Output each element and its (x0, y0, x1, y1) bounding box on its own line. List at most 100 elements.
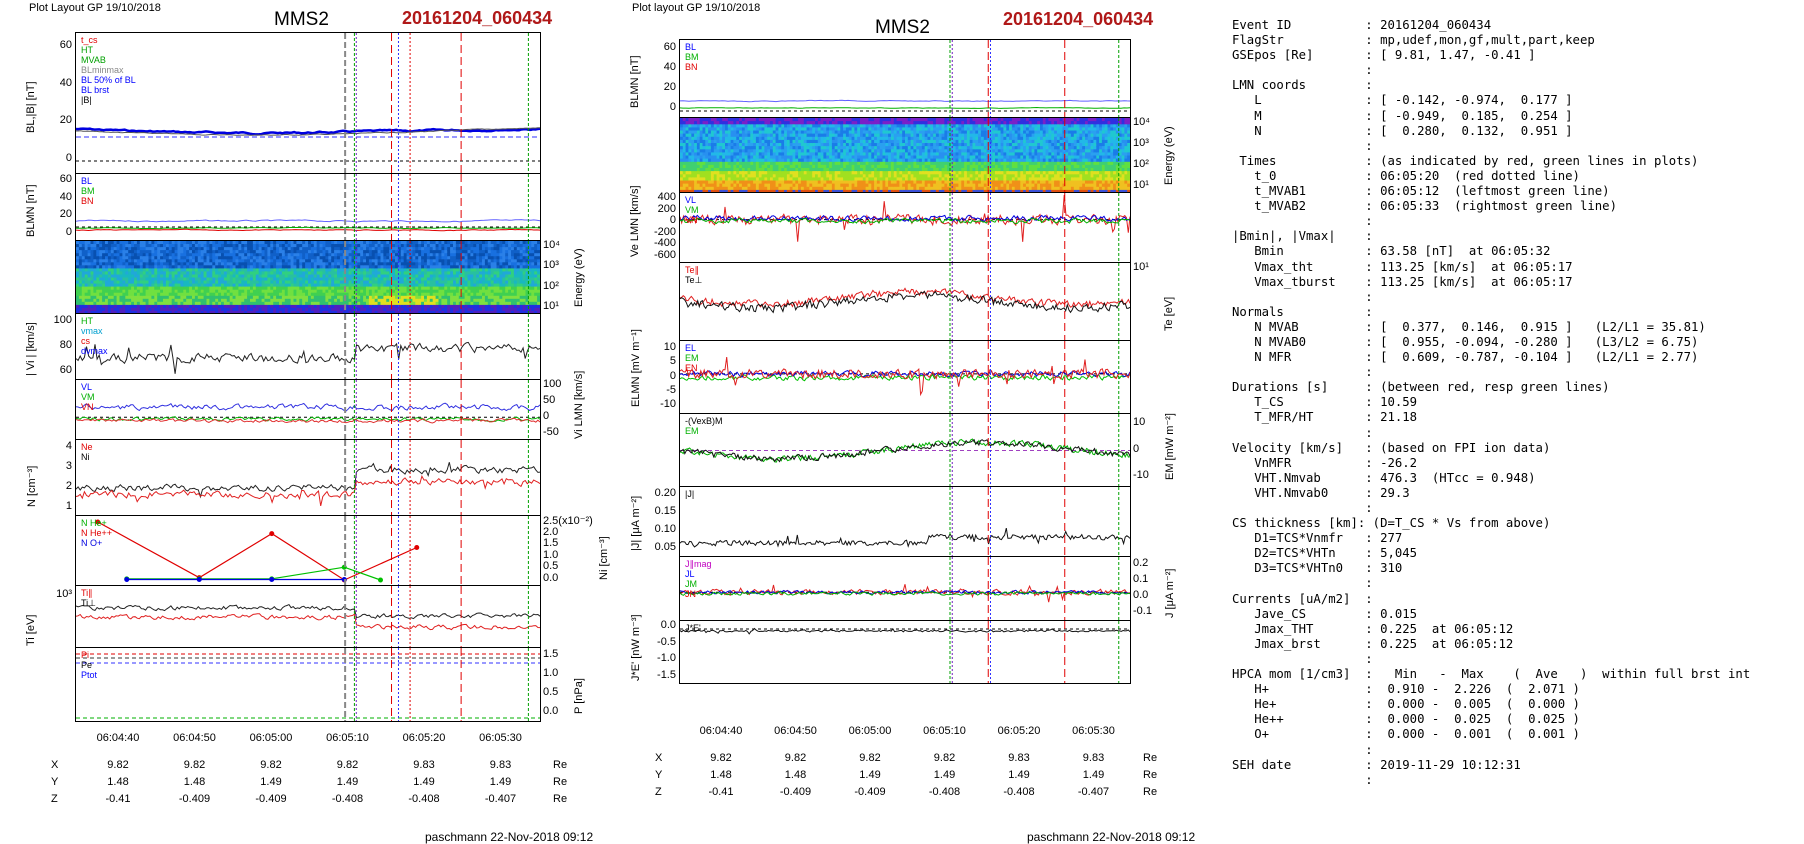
info-line: : (1232, 773, 1750, 788)
legend-entry: BM (81, 186, 95, 196)
coord-value: -0.407 (466, 793, 536, 805)
y-tick-label: 80 (44, 339, 72, 351)
y-tick-label: 60 (44, 39, 72, 51)
y-tick-label: 20 (648, 81, 676, 93)
left-panel-2 (75, 173, 541, 242)
coord-value: -0.407 (1059, 786, 1129, 798)
y-tick-label: 200 (648, 203, 676, 215)
y-tick-label: 0 (44, 226, 72, 238)
left-panel-3 (75, 240, 541, 315)
right-tick-label: 10³ (1133, 137, 1149, 149)
right-tick-label: -10 (1133, 469, 1149, 481)
panel-canvas (680, 193, 1130, 263)
coord-value: 9.82 (686, 752, 756, 764)
y-tick-label: -600 (648, 249, 676, 261)
legend-entry: Pe (81, 660, 97, 670)
coord-value: 9.82 (835, 752, 905, 764)
legend-entry: EL (685, 343, 699, 353)
time-tick-label: 06:05:30 (466, 732, 536, 744)
coord-value: 9.82 (236, 759, 306, 771)
left-footer: paschmann 22-Nov-2018 09:12 (425, 830, 593, 844)
info-line: N : [ 0.280, 0.132, 0.951 ] (1232, 124, 1750, 139)
legend-entry: VL (81, 382, 95, 392)
coord-value: -0.409 (835, 786, 905, 798)
coord-row-label: Z (51, 793, 58, 805)
coord-value: 9.83 (389, 759, 459, 771)
info-line: H+ : 0.910 - 2.226 ( 2.071 ) (1232, 682, 1750, 697)
left-panel-5 (75, 379, 541, 441)
panel-canvas (76, 33, 540, 174)
right-tick-label: 0.5 (543, 560, 558, 572)
panel-legend: N He+N He++N O+ (81, 518, 112, 548)
right-axis-label: Energy (eV) (573, 248, 585, 307)
info-line: : (1232, 576, 1750, 591)
legend-entry: BL (685, 42, 699, 52)
right-axis-label: P [nPa] (573, 678, 585, 714)
right-tick-label: 1.0 (543, 549, 558, 561)
info-line: VHT.Nmvab0 : 29.3 (1232, 486, 1750, 501)
right-tick-label: 10¹ (1133, 261, 1149, 273)
info-line: CS thickness [km]: (D=T_CS * Vs from abo… (1232, 516, 1750, 531)
info-line: D3=TCS*VHTn0 : 310 (1232, 561, 1750, 576)
info-line: VHT.Nmvab : 476.3 (HTcc = 0.948) (1232, 471, 1750, 486)
coord-value: 9.83 (984, 752, 1054, 764)
panel-canvas (76, 380, 540, 440)
coord-unit: Re (553, 793, 567, 805)
info-line: : (1232, 139, 1750, 154)
vl-line (76, 403, 540, 411)
right-tick-label: 0.5 (543, 686, 558, 698)
info-line: : (1232, 290, 1750, 305)
y-tick-label: -0.5 (648, 636, 676, 648)
panel-canvas (76, 241, 540, 314)
y-tick-label: 20 (44, 208, 72, 220)
middle-panel-9 (679, 620, 1131, 684)
coord-row-label: Z (655, 786, 662, 798)
panel-canvas (680, 263, 1130, 341)
coord-value: 9.82 (313, 759, 383, 771)
info-line: He++ : 0.000 - 0.025 ( 0.025 ) (1232, 712, 1750, 727)
ni-species-point (378, 578, 383, 583)
right-tick-label: 1.5 (543, 537, 558, 549)
info-line: : (1232, 501, 1750, 516)
info-line: Jmax_THT : 0.225 at 06:05:12 (1232, 622, 1750, 637)
right-tick-label: 2.0 (543, 526, 558, 538)
right-tick-label: 50 (543, 394, 555, 406)
legend-entry: EM (685, 353, 699, 363)
left-panel-1 (75, 32, 541, 175)
right-tick-label: 1.5 (543, 648, 558, 660)
legend-entry: Ni (81, 452, 93, 462)
left-spacecraft-title: MMS2 (274, 9, 329, 31)
time-tick-label: 06:05:00 (236, 732, 306, 744)
info-line: t_MVAB1 : 06:05:12 (leftmost green line) (1232, 184, 1750, 199)
y-tick-label: 10³ (44, 588, 72, 600)
y-tick-label: 5 (648, 355, 676, 367)
middle-panel-6 (679, 413, 1131, 488)
legend-entry: BL 50% of BL (81, 75, 136, 85)
y-tick-label: 0.0 (648, 619, 676, 631)
y-tick-label: 0.20 (648, 487, 676, 499)
info-line: HPCA mom [1/cm3] : Min - Max ( Ave ) wit… (1232, 667, 1750, 682)
coord-value: 1.49 (910, 769, 980, 781)
info-line: T_MFR/HT : 21.18 (1232, 410, 1750, 425)
right-tick-label: 10² (1133, 158, 1149, 170)
coord-value: -0.408 (313, 793, 383, 805)
right-tick-label: 0 (1133, 443, 1139, 455)
right-tick-label: 10⁴ (543, 239, 560, 251)
info-line: Jmax_brst : 0.225 at 06:05:12 (1232, 637, 1750, 652)
info-line: Durations [s] : (between red, resp green… (1232, 380, 1750, 395)
bl-component (680, 100, 1130, 102)
panel-canvas (680, 40, 1130, 118)
y-axis-label: BLMN [nT] (629, 55, 641, 108)
y-tick-label: 100 (44, 314, 72, 326)
y-tick-label: 0 (44, 152, 72, 164)
coord-value: -0.409 (160, 793, 230, 805)
info-line: Jave_CS : 0.015 (1232, 607, 1750, 622)
right-tick-label: 10² (543, 280, 559, 292)
legend-entry: BN (685, 62, 699, 72)
right-tick-label: -0.1 (1133, 605, 1152, 617)
legend-entry: N O+ (81, 538, 112, 548)
